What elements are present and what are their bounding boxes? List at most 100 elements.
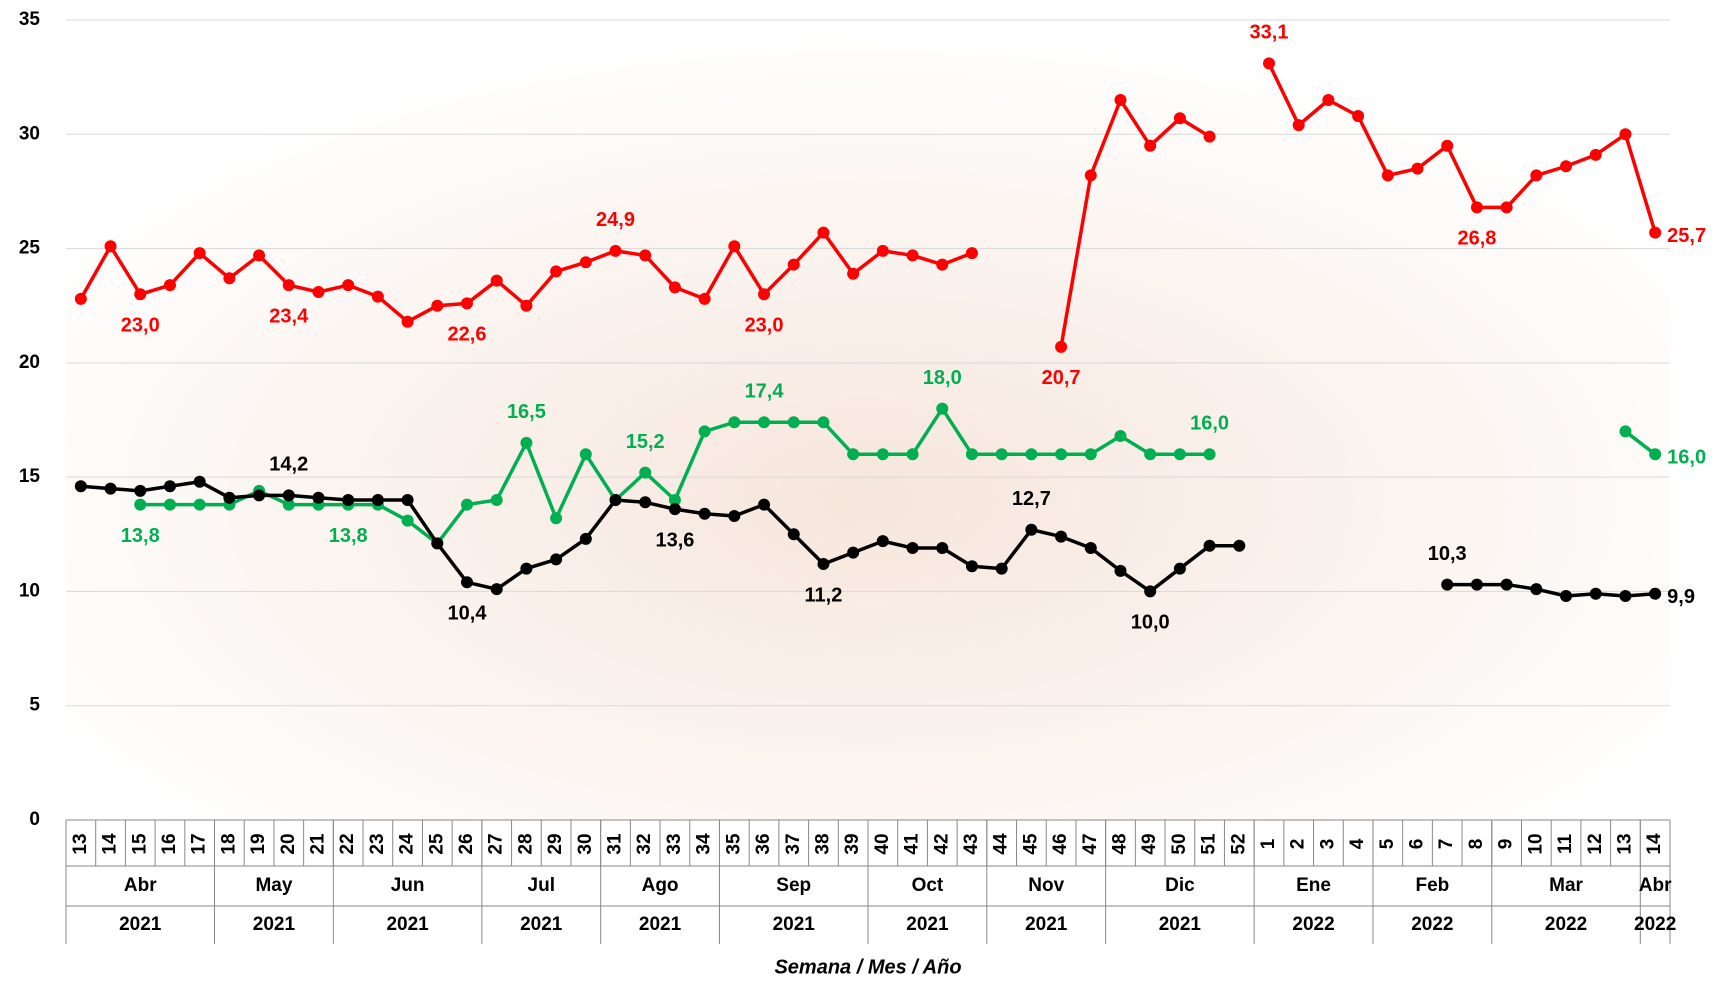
data-point (402, 515, 414, 527)
data-point (580, 256, 592, 268)
data-point (461, 576, 473, 588)
x-tick-label: 23 (367, 833, 388, 854)
data-point (1263, 57, 1275, 69)
data-label: 26,8 (1457, 228, 1496, 250)
data-point (639, 467, 651, 479)
data-label: 18,0 (923, 367, 962, 389)
x-tick-label: 13 (70, 833, 91, 854)
data-point (907, 448, 919, 460)
data-point (966, 247, 978, 259)
data-point (550, 512, 562, 524)
data-point (610, 494, 622, 506)
x-tick-label: 34 (694, 833, 715, 855)
x-tick-label: 8 (1466, 839, 1487, 850)
data-point (1560, 160, 1572, 172)
data-point (1204, 131, 1216, 143)
x-tick-label: 29 (545, 833, 566, 854)
data-point (699, 293, 711, 305)
data-label: 22,6 (448, 324, 487, 346)
data-point (1441, 579, 1453, 591)
data-point (669, 503, 681, 515)
data-point (966, 448, 978, 460)
x-tick-label: 39 (842, 833, 863, 854)
year-label: 2021 (906, 914, 949, 935)
data-point (253, 249, 265, 261)
data-point (817, 558, 829, 570)
data-point (105, 483, 117, 495)
data-label: 10,0 (1131, 612, 1170, 634)
data-point (1144, 585, 1156, 597)
data-label: 23,4 (269, 305, 309, 327)
data-point (1590, 149, 1602, 161)
data-point (520, 437, 532, 449)
x-tick-label: 17 (189, 833, 210, 854)
year-label: 2022 (1292, 914, 1334, 935)
x-tick-label: 40 (872, 833, 893, 854)
data-point (1441, 140, 1453, 152)
year-label: 2022 (1545, 914, 1587, 935)
y-tick-label: 10 (19, 580, 40, 601)
x-tick-label: 42 (931, 833, 952, 854)
data-point (1382, 169, 1394, 181)
x-tick-label: 51 (1199, 833, 1220, 855)
x-tick-label: 6 (1407, 839, 1428, 850)
data-label: 20,7 (1042, 367, 1081, 389)
data-point (847, 448, 859, 460)
month-label: Jul (528, 875, 555, 896)
x-tick-label: 49 (1139, 833, 1160, 854)
year-label: 2021 (520, 914, 563, 935)
data-point (1501, 201, 1513, 213)
data-point (491, 494, 503, 506)
x-tick-label: 35 (723, 833, 744, 855)
month-label: Mar (1549, 875, 1583, 896)
data-label: 33,1 (1250, 22, 1289, 44)
data-point (788, 259, 800, 271)
year-label: 2021 (119, 914, 162, 935)
data-point (461, 499, 473, 511)
x-tick-label: 44 (991, 833, 1012, 855)
x-tick-label: 52 (1228, 833, 1249, 854)
year-label: 2021 (1159, 914, 1202, 935)
data-point (936, 542, 948, 554)
year-label: 2021 (1025, 914, 1068, 935)
x-tick-label: 24 (397, 833, 418, 855)
data-point (1085, 542, 1097, 554)
month-label: Sep (776, 875, 811, 896)
data-label: 10,3 (1428, 543, 1467, 565)
year-label: 2022 (1634, 914, 1676, 935)
x-tick-label: 20 (278, 833, 299, 854)
data-point (1055, 448, 1067, 460)
data-point (372, 494, 384, 506)
month-label: Nov (1028, 875, 1064, 896)
data-point (728, 240, 740, 252)
x-tick-label: 33 (664, 833, 685, 854)
x-axis-title: Semana / Mes / Año (774, 956, 961, 978)
data-point (1412, 163, 1424, 175)
data-point (936, 259, 948, 271)
data-point (936, 403, 948, 415)
data-label: 17,4 (745, 381, 785, 403)
x-tick-label: 31 (605, 833, 626, 855)
x-tick-label: 14 (1644, 833, 1665, 855)
data-point (1560, 590, 1572, 602)
x-tick-label: 41 (902, 833, 923, 855)
x-tick-label: 18 (218, 833, 239, 854)
data-point (1619, 128, 1631, 140)
data-point (817, 416, 829, 428)
data-point (1204, 540, 1216, 552)
x-tick-label: 9 (1496, 839, 1517, 850)
month-label: Feb (1415, 875, 1449, 896)
data-point (996, 448, 1008, 460)
year-label: 2021 (253, 914, 296, 935)
data-point (1293, 119, 1305, 131)
x-tick-label: 30 (575, 833, 596, 854)
data-point (1025, 448, 1037, 460)
data-point (1649, 588, 1661, 600)
data-point (164, 499, 176, 511)
data-point (194, 476, 206, 488)
data-point (134, 499, 146, 511)
data-point (728, 416, 740, 428)
data-label: 13,6 (655, 529, 694, 551)
y-tick-label: 20 (19, 352, 40, 373)
data-point (223, 272, 235, 284)
